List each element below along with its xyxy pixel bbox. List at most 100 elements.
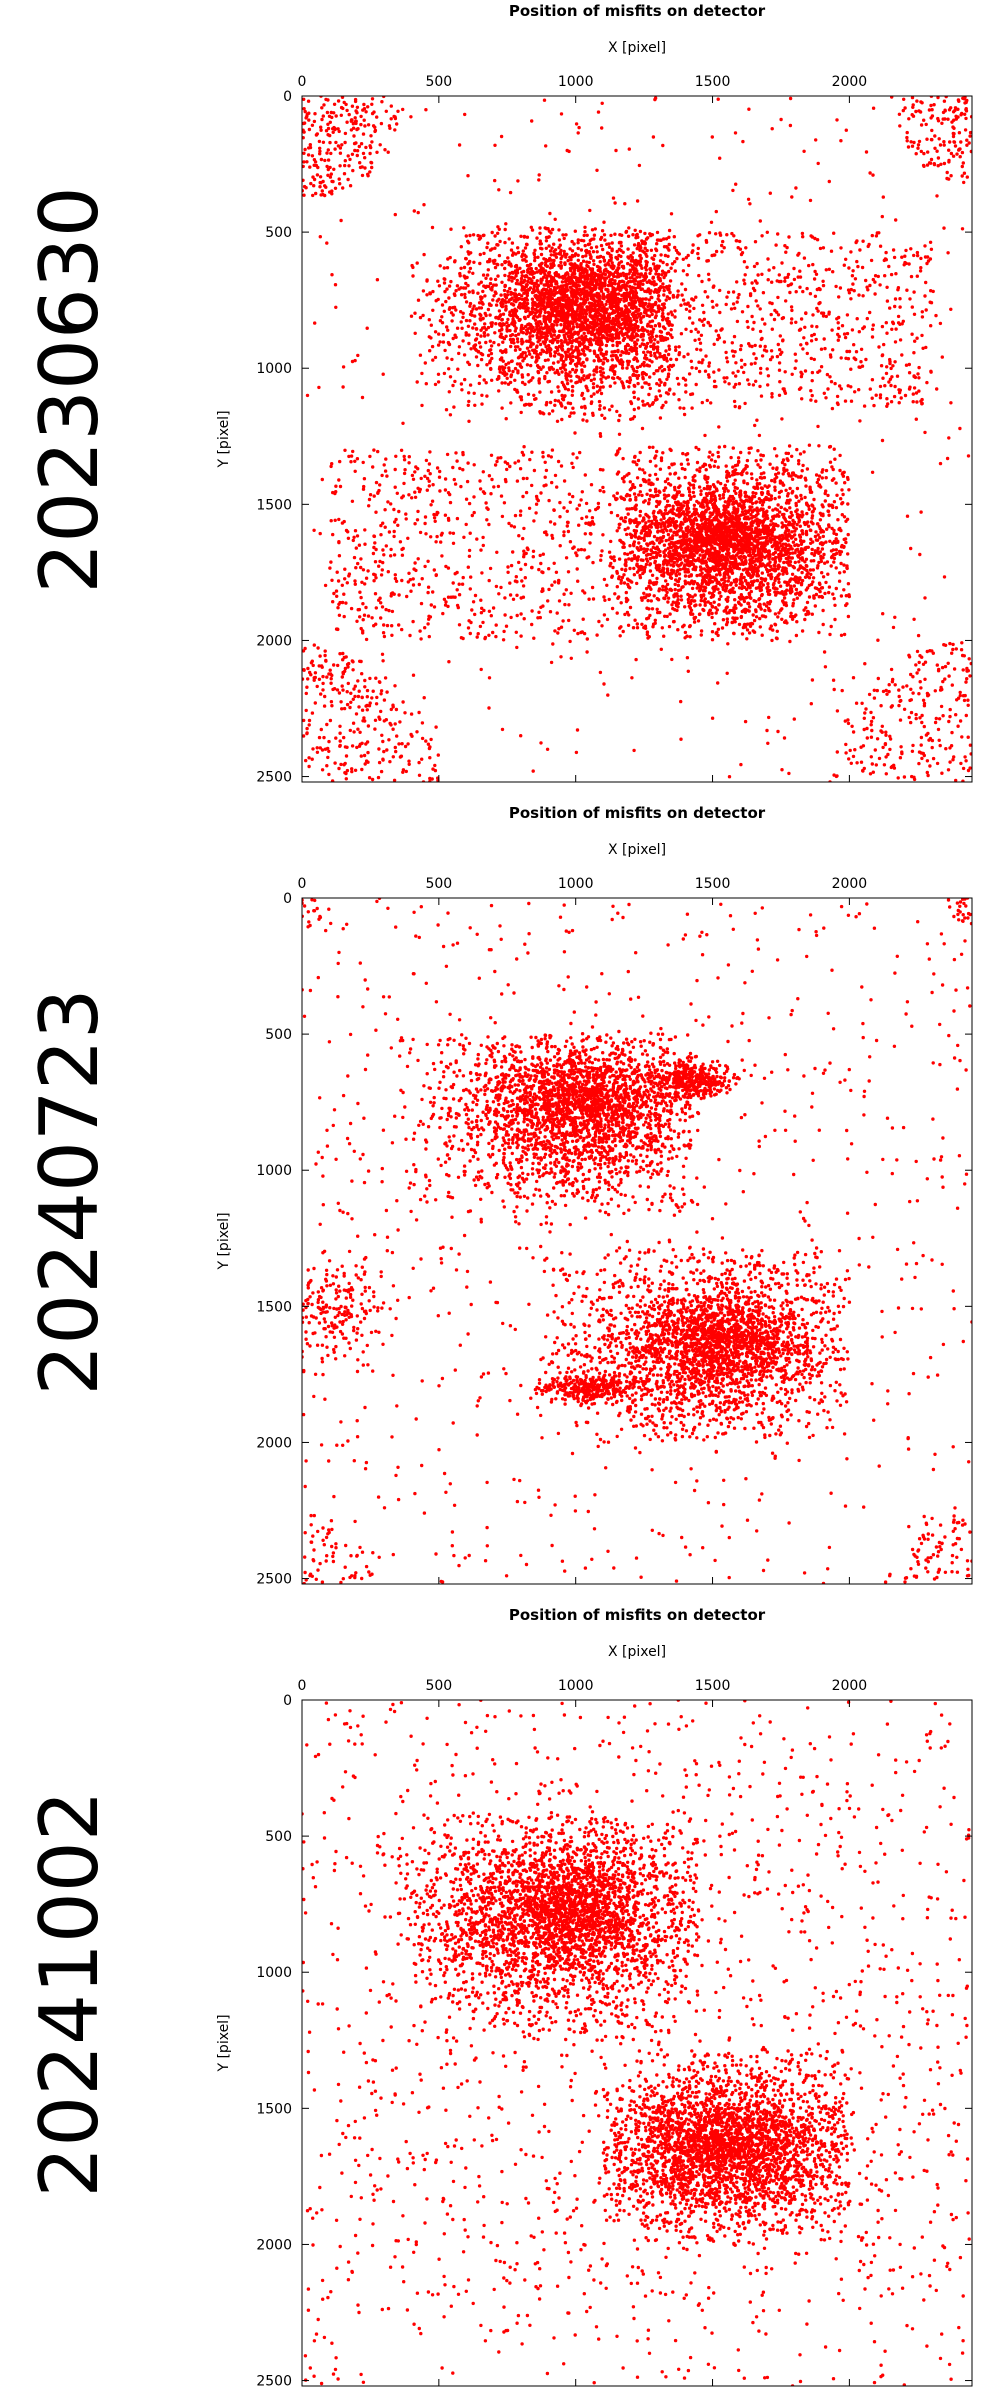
scatter-point	[632, 267, 636, 271]
scatter-point	[543, 376, 547, 381]
scatter-point	[536, 255, 540, 259]
scatter-point	[497, 343, 501, 347]
scatter-point	[577, 336, 581, 340]
scatter-point	[624, 288, 629, 292]
scatter-point	[581, 254, 585, 259]
scatter-point	[609, 293, 613, 297]
scatter-point	[580, 307, 584, 311]
scatter-point	[478, 252, 482, 257]
scatter-point	[563, 261, 567, 265]
scatter-point	[770, 638, 774, 643]
scatter-point	[653, 315, 658, 320]
scatter-point	[558, 243, 562, 247]
scatter-point	[582, 299, 586, 303]
scatter-point	[623, 323, 627, 328]
scatter-point	[672, 595, 676, 599]
scatter-point	[598, 369, 603, 374]
scatter-point	[645, 324, 650, 328]
scatter-point	[546, 300, 550, 305]
scatter-point	[576, 238, 580, 242]
scatter-point	[485, 284, 489, 288]
scatter-point	[528, 331, 532, 335]
scatter-point	[658, 352, 662, 356]
scatter-point	[720, 626, 725, 630]
scatter-point	[667, 624, 672, 629]
scatter-point	[649, 353, 653, 358]
scatter-point	[582, 374, 586, 378]
scatter-point	[447, 342, 452, 347]
scatter-point	[557, 334, 561, 338]
scatter-point	[599, 391, 604, 396]
scatter-point	[633, 373, 638, 378]
scatter-point	[501, 312, 506, 316]
scatter-point	[698, 603, 702, 607]
scatter-point	[509, 264, 513, 268]
scatter-point	[469, 309, 474, 314]
scatter-point	[447, 284, 452, 288]
scatter-point	[565, 381, 570, 386]
scatter-point	[810, 551, 814, 556]
scatter-point	[445, 287, 449, 291]
scatter-point	[436, 279, 440, 283]
scatter-point	[555, 306, 559, 310]
scatter-point	[627, 226, 631, 230]
scatter-point	[728, 494, 732, 499]
scatter-point	[478, 312, 482, 316]
scatter-point	[499, 335, 503, 339]
scatter-point	[556, 360, 560, 364]
scatter-point	[584, 326, 588, 330]
scatter-point	[528, 403, 532, 407]
scatter-point	[795, 596, 799, 600]
scatter-point	[509, 373, 514, 377]
scatter-point	[632, 390, 636, 395]
scatter-point	[535, 285, 539, 290]
scatter-point	[789, 611, 793, 615]
scatter-point	[597, 255, 601, 259]
scatter-point	[798, 524, 802, 528]
scatter-point	[540, 247, 544, 251]
scatter-point	[666, 312, 670, 316]
scatter-point	[593, 368, 597, 372]
scatter-point	[635, 622, 639, 626]
scatter-point	[582, 412, 587, 416]
scatter-point	[615, 256, 619, 261]
scatter-point	[507, 298, 512, 302]
scatter-point	[500, 365, 504, 369]
scatter-point	[471, 271, 475, 275]
scatter-point	[803, 495, 807, 500]
scatter-point	[834, 566, 838, 570]
scatter-point	[664, 538, 668, 543]
scatter-point	[812, 497, 816, 502]
scatter-point	[537, 377, 541, 381]
scatter-point	[620, 350, 624, 354]
scatter-point	[483, 294, 487, 298]
scatter-point	[633, 278, 638, 283]
scatter-point	[838, 453, 842, 458]
scatter-point	[448, 306, 452, 310]
scatter-point	[482, 251, 486, 256]
scatter-point	[747, 605, 752, 609]
scatter-point	[662, 305, 667, 310]
scatter-point	[561, 365, 565, 369]
scatter-point	[745, 628, 750, 632]
scatter-point	[519, 276, 524, 281]
scatter-point	[788, 560, 793, 564]
scatter-point	[711, 453, 715, 457]
scatter-point	[461, 311, 465, 315]
scatter-point	[473, 314, 477, 318]
scatter-point	[509, 302, 514, 306]
scatter-point	[636, 397, 640, 401]
scatter-point	[660, 273, 664, 277]
scatter-point	[489, 277, 493, 281]
scatter-point	[508, 310, 512, 314]
scatter-point	[664, 271, 668, 275]
scatter-point	[790, 477, 795, 481]
scatter-point	[624, 349, 629, 353]
scatter-point	[571, 406, 575, 410]
scatter-point	[779, 489, 783, 493]
scatter-point	[626, 512, 630, 516]
scatter-point	[739, 498, 743, 502]
scatter-point	[648, 613, 652, 618]
scatter-point	[428, 292, 432, 296]
